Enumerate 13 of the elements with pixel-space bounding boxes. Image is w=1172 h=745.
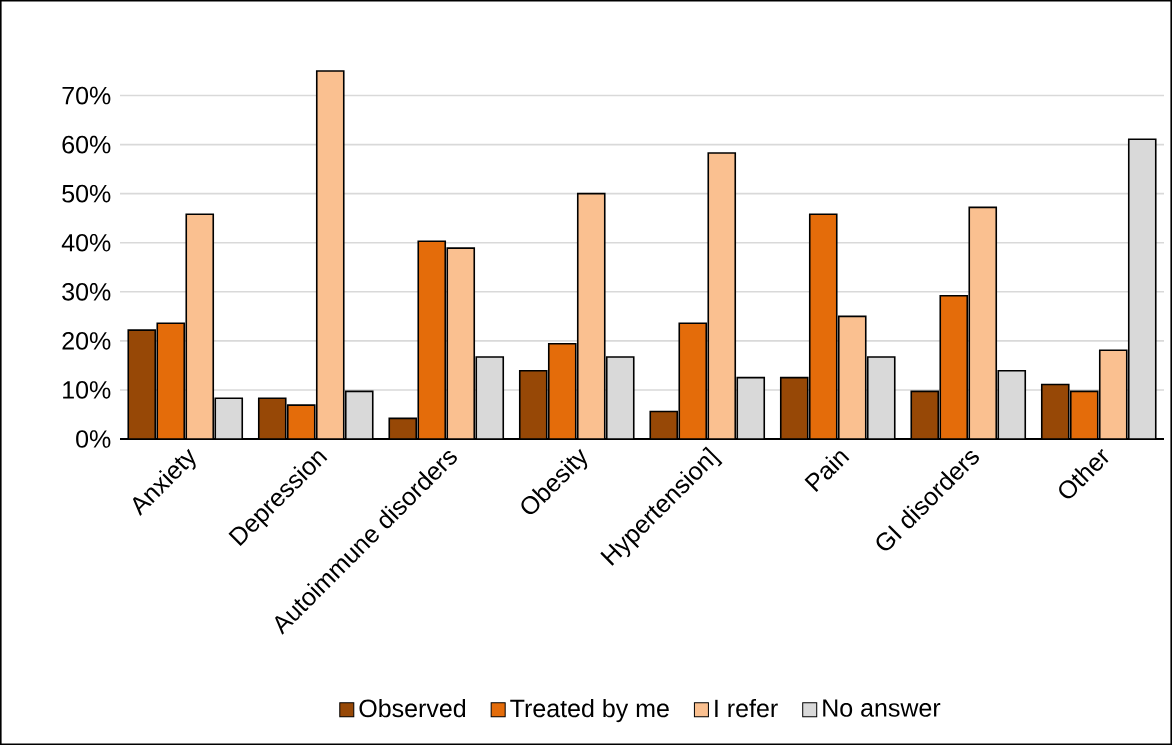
legend-label: I refer: [715, 698, 778, 718]
legend-label: Observed: [359, 698, 466, 718]
y-tick-label: 50%: [62, 184, 111, 203]
y-tick-label: 30%: [62, 282, 111, 301]
y-tick-label: 10%: [63, 381, 111, 399]
legend-label: Treated by me: [510, 698, 669, 723]
y-tick-label: 40%: [61, 233, 111, 252]
y-tick-label: 70%: [62, 86, 111, 105]
x-tick-label: Pain: [804, 451, 850, 492]
y-tick-label: 60%: [62, 135, 111, 154]
y-tick-label: 20%: [62, 332, 111, 350]
legend-label: No answer: [823, 699, 941, 717]
y-tick-label: 0%: [76, 430, 111, 448]
